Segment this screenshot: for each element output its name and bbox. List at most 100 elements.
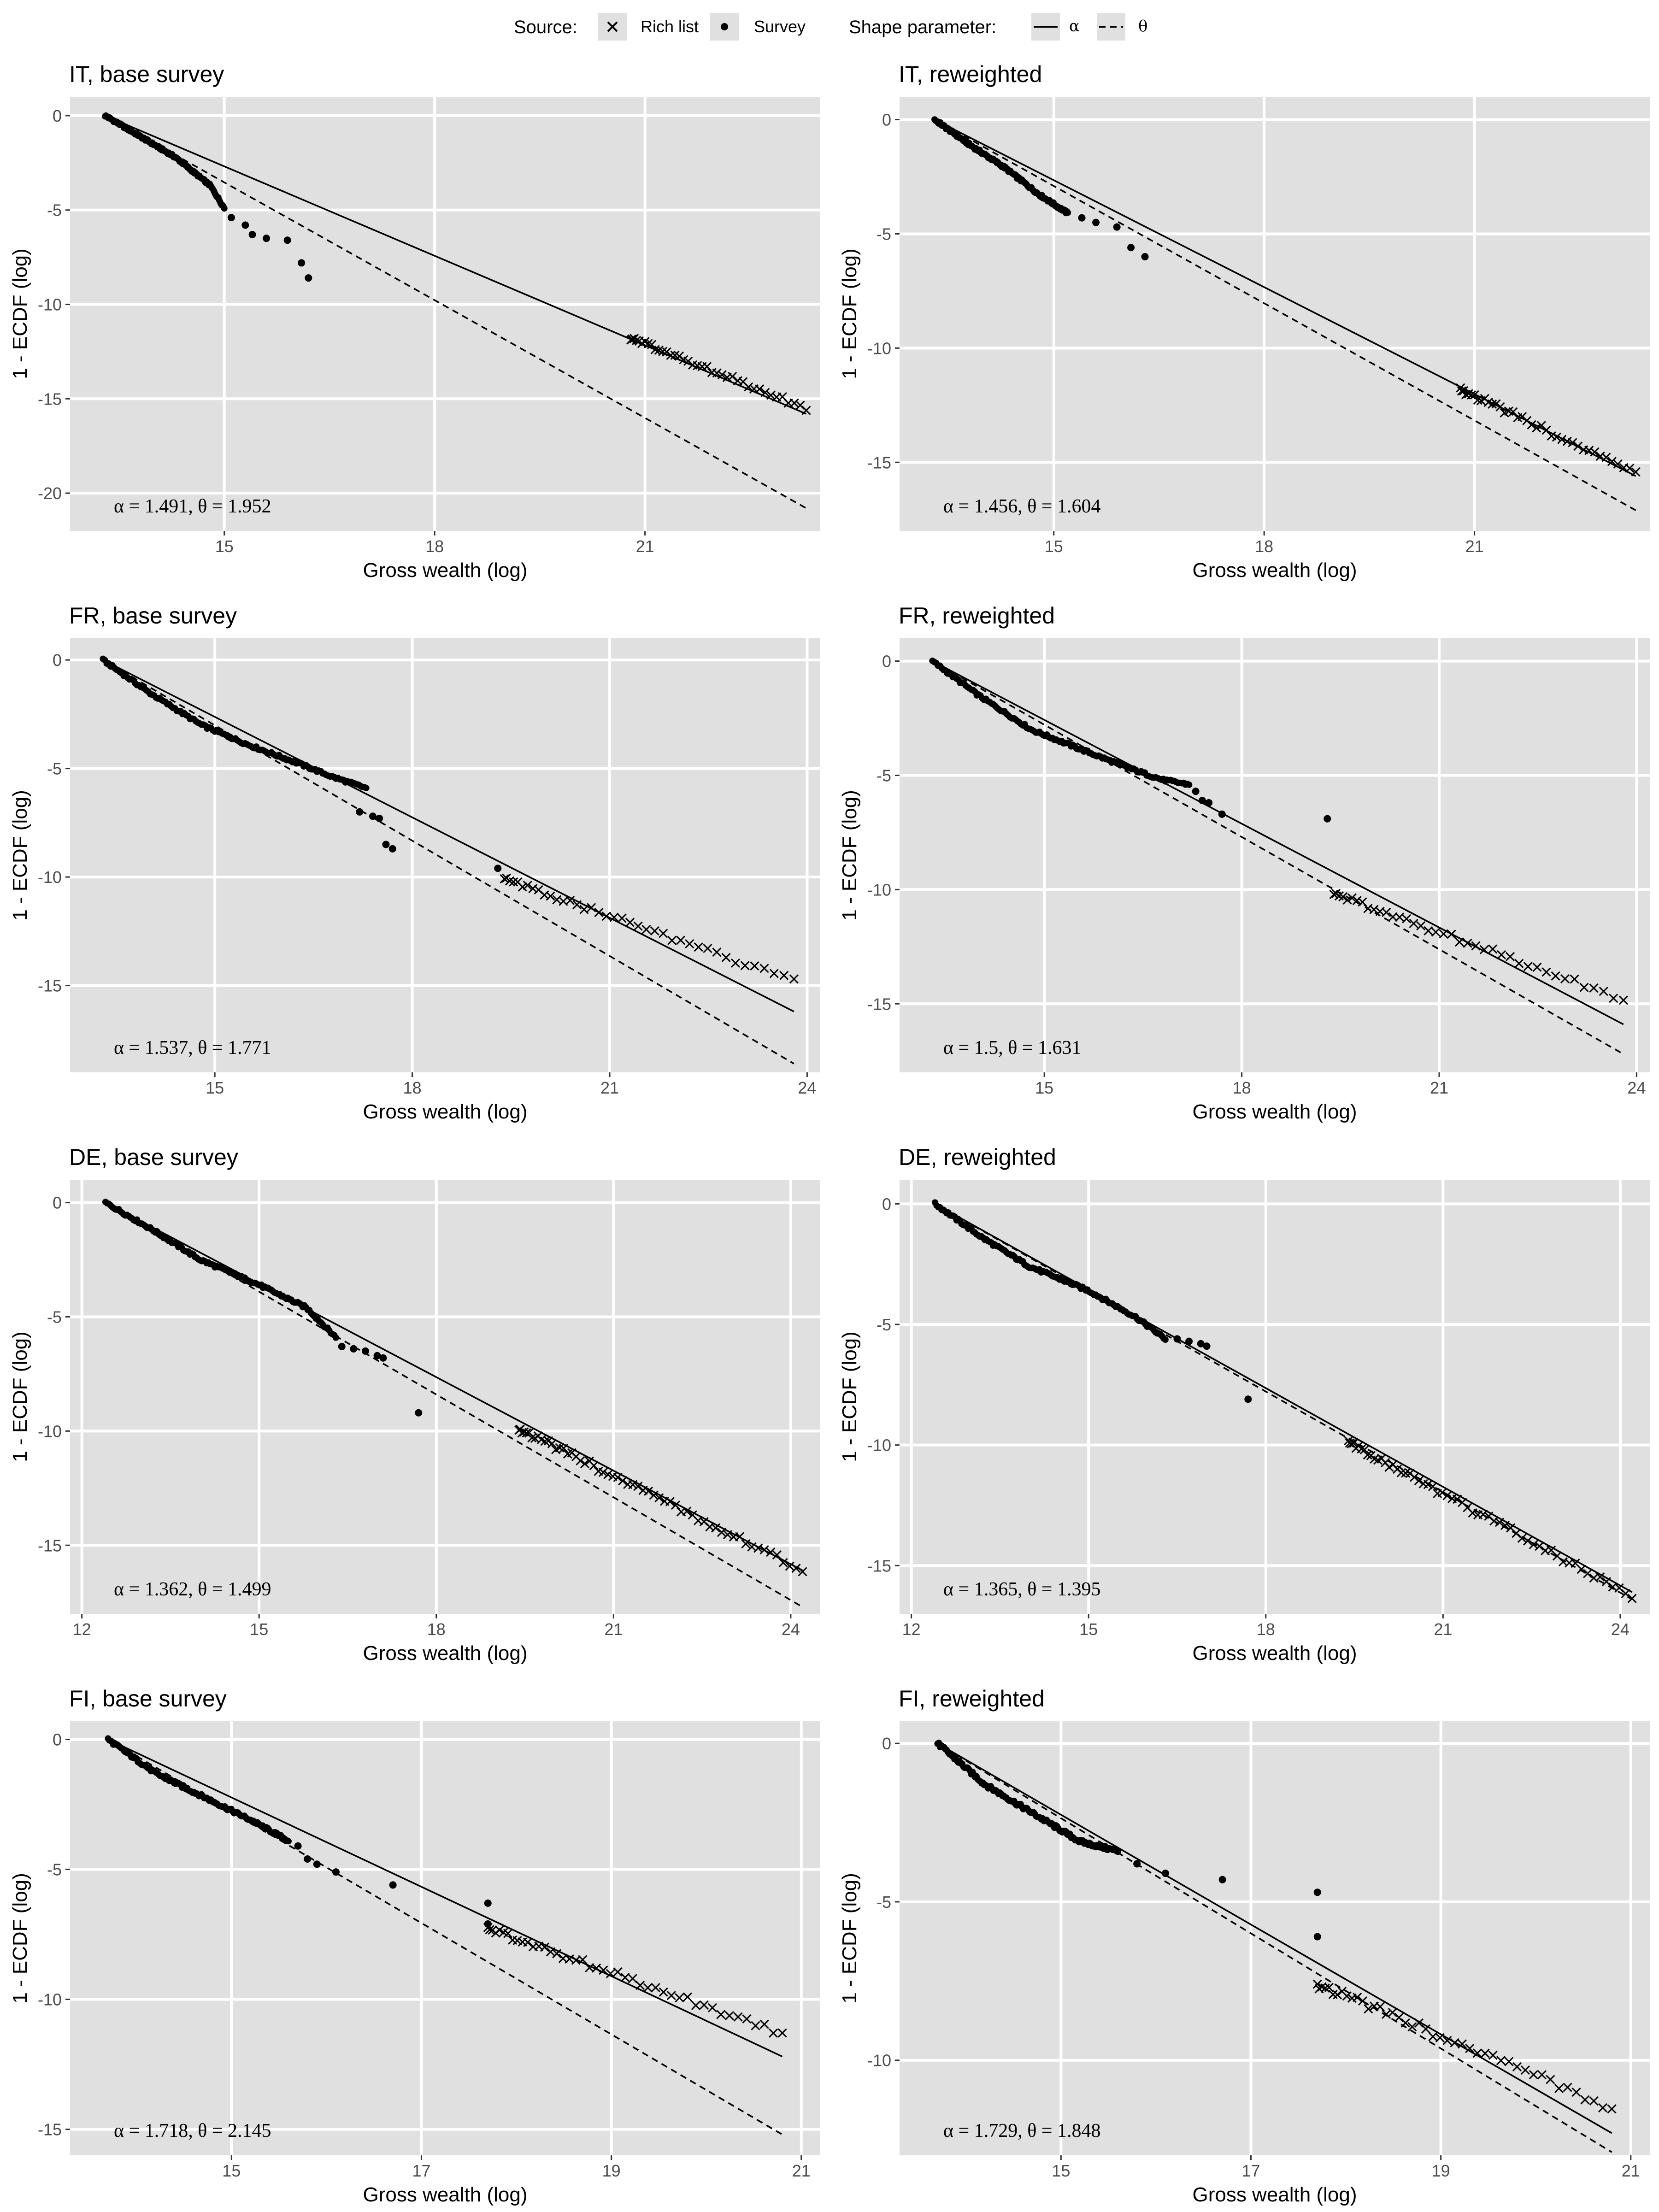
survey-point xyxy=(373,1352,381,1359)
rich-list-point xyxy=(730,958,741,968)
rich-list-point xyxy=(755,384,765,394)
x-tick-label: 15 xyxy=(1052,2161,1070,2180)
y-axis-label: 1 - ECDF (log) xyxy=(9,790,31,921)
rich-list-point xyxy=(1342,1991,1352,2001)
rich-list-point xyxy=(694,942,703,952)
rich-list-point xyxy=(1523,1536,1533,1546)
survey-point xyxy=(338,1342,346,1350)
rich-list-point xyxy=(1369,905,1379,914)
x-axis-label: Gross wealth (log) xyxy=(1192,1642,1357,1665)
y-tick-label: -15 xyxy=(867,994,891,1013)
x-axis-label: Gross wealth (log) xyxy=(1192,1100,1357,1123)
rich-list-point xyxy=(667,935,677,945)
rich-list-point xyxy=(1607,457,1617,466)
y-tick-label: -5 xyxy=(47,1307,62,1326)
rich-list-point xyxy=(1601,453,1611,462)
rich-list-point xyxy=(649,1490,659,1500)
rich-list-point xyxy=(523,881,532,890)
survey-point xyxy=(484,1899,492,1907)
rich-list-point xyxy=(772,1550,782,1560)
rich-list-point xyxy=(650,926,659,936)
x-tick-label: 18 xyxy=(1257,1620,1275,1639)
rich-list-point xyxy=(1453,1494,1462,1504)
panel-fr-reweighted: FR, reweighted 15 18 21 24 0 -5 -10 -15 Gross wea… xyxy=(830,588,1659,1129)
legend-alpha-label: α xyxy=(1069,17,1080,35)
y-tick-label: -15 xyxy=(38,977,62,995)
rich-list-point xyxy=(1571,2087,1581,2097)
rich-list-point xyxy=(1590,447,1600,457)
rich-list-point xyxy=(760,388,770,397)
x-tick-label: 15 xyxy=(250,1620,268,1639)
rich-list-point xyxy=(1400,2018,1410,2028)
shape-parameter-annotation: α = 1.365, θ = 1.395 xyxy=(943,1579,1101,1600)
rich-list-point xyxy=(594,908,604,918)
survey-point xyxy=(1173,1335,1181,1343)
rich-list-point xyxy=(1353,1993,1362,2002)
survey-point xyxy=(1192,788,1200,795)
rich-list-point xyxy=(1512,2062,1522,2072)
rich-list-point xyxy=(711,1523,721,1533)
survey-point xyxy=(369,812,377,820)
rich-list-point xyxy=(1488,944,1498,954)
rich-list-point xyxy=(1479,945,1489,954)
rich-list-point xyxy=(1421,2024,1431,2034)
rich-list-point xyxy=(1580,2095,1590,2105)
rich-list-point xyxy=(1349,1438,1359,1448)
rich-list-point xyxy=(699,2000,709,2010)
rich-list-point xyxy=(635,1981,645,1990)
rich-list-point xyxy=(606,1969,615,1978)
x-tick-label: 21 xyxy=(792,2161,811,2180)
panel-fr-base: FR, base survey 15 18 21 24 0 -5 -10 -15 Gross we… xyxy=(0,588,830,1129)
y-tick-label: -10 xyxy=(867,1436,891,1455)
y-tick-label: -5 xyxy=(877,1315,891,1334)
y-tick-label: -5 xyxy=(877,224,891,243)
rich-list-point xyxy=(724,2011,734,2021)
rich-list-point xyxy=(1388,2008,1397,2018)
y-axis-label: 1 - ECDF (log) xyxy=(9,248,31,379)
rich-list-point xyxy=(676,935,686,945)
rich-list-point xyxy=(1465,2044,1475,2053)
rich-list-point xyxy=(576,1456,585,1465)
rich-list-point xyxy=(1407,2022,1417,2032)
rich-list-point xyxy=(587,903,596,912)
rich-list-point xyxy=(703,943,712,953)
rich-list-point xyxy=(1491,399,1501,409)
y-tick-label: -5 xyxy=(47,1860,62,1879)
rich-list-point xyxy=(1431,927,1441,937)
rich-list-point xyxy=(717,370,727,380)
rich-list-point xyxy=(1395,912,1405,922)
rich-list-point xyxy=(735,1532,745,1541)
rich-list-point xyxy=(728,371,737,382)
panel-fi-reweighted: FI, reweighted 15 17 19 21 0 -5 -10 Gross wealth… xyxy=(830,1671,1659,2212)
rich-list-point xyxy=(1625,463,1635,473)
y-tick-label: 0 xyxy=(53,106,62,125)
survey-point xyxy=(1313,1933,1321,1941)
rich-list-point xyxy=(1583,1569,1593,1578)
rich-list-point xyxy=(1414,1476,1424,1486)
y-tick-label: 0 xyxy=(882,652,891,671)
rich-list-point xyxy=(785,1561,794,1571)
rich-list-point xyxy=(1488,2050,1498,2060)
y-tick-label: -10 xyxy=(38,1990,62,2009)
rich-list-point xyxy=(801,406,811,415)
y-tick-label: 0 xyxy=(53,1194,62,1212)
rich-list-point xyxy=(1317,1982,1327,1992)
chart-legend: Source: Rich list Survey Shape parameter… xyxy=(0,0,1659,46)
rich-list-point xyxy=(1471,941,1481,951)
rich-list-point xyxy=(613,1472,623,1482)
survey-point xyxy=(221,205,228,212)
y-tick-label: 0 xyxy=(53,651,62,670)
rich-list-point xyxy=(1457,2039,1467,2049)
rich-list-point xyxy=(617,913,627,923)
x-tick-label: 21 xyxy=(1622,2161,1640,2180)
survey-point xyxy=(361,1347,369,1355)
rich-list-point xyxy=(1505,952,1515,961)
y-tick-label: -10 xyxy=(867,339,891,358)
survey-point xyxy=(1186,781,1193,788)
survey-point xyxy=(285,1838,292,1845)
x-tick-label: 18 xyxy=(427,1620,446,1639)
x-tick-label: 18 xyxy=(403,1078,422,1097)
y-tick-label: 0 xyxy=(882,1734,891,1753)
alpha-fit-line xyxy=(105,1202,803,1571)
rich-list-point xyxy=(1442,2036,1452,2046)
